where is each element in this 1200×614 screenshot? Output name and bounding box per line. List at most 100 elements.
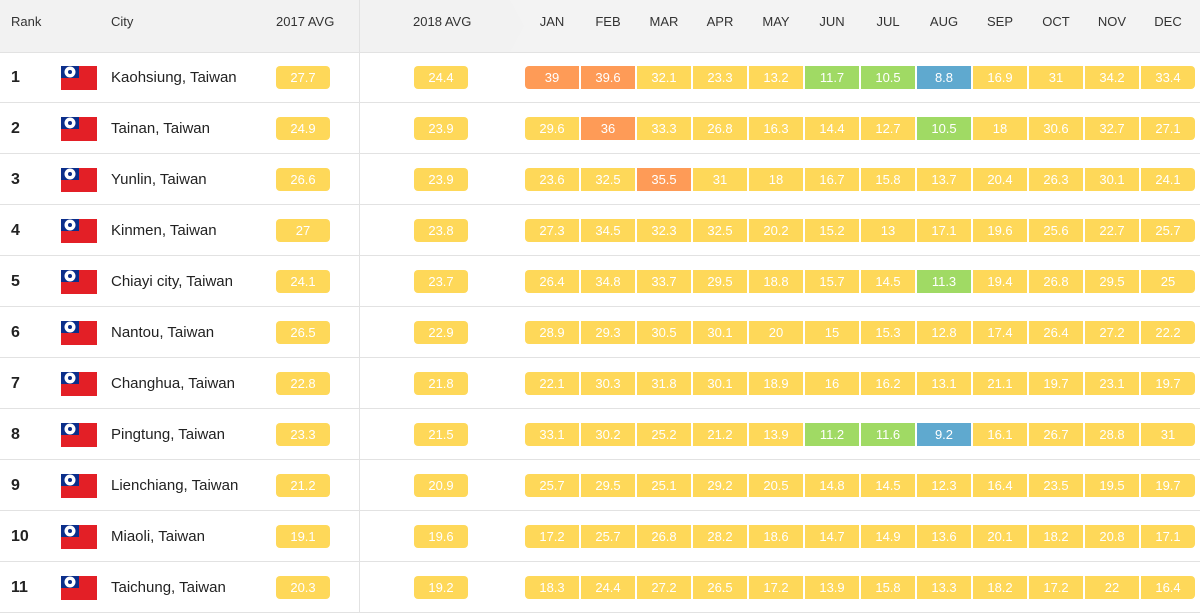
city-name-link[interactable]: Miaoli, Taiwan [111,528,205,545]
month-value-may: 20.2 [749,219,803,242]
city-name-link[interactable]: Chiayi city, Taiwan [111,273,233,290]
table-row[interactable]: 5 Chiayi city, Taiwan 24.1 23.7 26.4 34.8 33.7… [0,256,1200,307]
month-value-aug: 12.3 [917,474,971,497]
rank-number: 4 [11,222,20,239]
month-value-mar: 26.8 [637,525,691,548]
flag-canton [61,66,79,78]
city-name-link[interactable]: Kinmen, Taiwan [111,222,217,239]
rank-number: 11 [11,579,28,596]
city-name-link[interactable]: Pingtung, Taiwan [111,426,225,443]
avg-2018-badge: 23.8 [414,219,468,242]
month-value-jun: 15 [805,321,859,344]
month-value-nov: 19.5 [1085,474,1139,497]
header-month-may[interactable]: MAY [762,14,790,29]
city-name-link[interactable]: Taichung, Taiwan [111,579,226,596]
month-value-dec: 19.7 [1141,372,1195,395]
table-row[interactable]: 10 Miaoli, Taiwan 19.1 19.6 17.2 25.7 26.8 28.2… [0,511,1200,562]
header-month-jul[interactable]: JUL [876,14,900,29]
header-2018-avg[interactable]: 2018 AVG [413,14,472,29]
header-month-dec[interactable]: DEC [1154,14,1182,29]
table-row[interactable]: 3 Yunlin, Taiwan 26.6 23.9 23.6 32.5 35.5 31 18 1… [0,154,1200,205]
month-value-may: 17.2 [749,576,803,599]
avg-2018-badge: 20.9 [414,474,468,497]
flag-canton [61,168,79,180]
month-value-jun: 16 [805,372,859,395]
header-month-jan[interactable]: JAN [539,14,565,29]
city-name-link[interactable]: Lienchiang, Taiwan [111,477,239,494]
flag-sun [66,374,74,382]
month-value-may: 18.6 [749,525,803,548]
taiwan-flag-icon [61,66,97,90]
flag-canton [61,372,79,384]
month-value-jul: 14.5 [861,270,915,293]
month-value-mar: 32.3 [637,219,691,242]
month-value-jul: 13 [861,219,915,242]
avg-2017-badge: 20.3 [276,576,330,599]
header-month-jun[interactable]: JUN [819,14,845,29]
month-value-jan: 33.1 [525,423,579,446]
month-value-may: 16.3 [749,117,803,140]
month-value-dec: 27.1 [1141,117,1195,140]
table-row[interactable]: 8 Pingtung, Taiwan 23.3 21.5 33.1 30.2 25.2 21.… [0,409,1200,460]
rank-number: 2 [11,120,20,137]
avg-2018-badge: 21.8 [414,372,468,395]
month-value-feb: 34.8 [581,270,635,293]
month-value-jan: 22.1 [525,372,579,395]
month-value-apr: 29.2 [693,474,747,497]
table-row[interactable]: 9 Lienchiang, Taiwan 21.2 20.9 25.7 29.5 25.1 2… [0,460,1200,511]
header-2017-avg[interactable]: 2017 AVG [276,14,335,29]
table-row[interactable]: 2 Tainan, Taiwan 24.9 23.9 29.6 36 33.3 26.8 16.… [0,103,1200,154]
month-value-may: 18.8 [749,270,803,293]
month-value-jun: 15.2 [805,219,859,242]
month-value-jul: 12.7 [861,117,915,140]
header-month-aug[interactable]: AUG [929,14,959,29]
header-month-apr[interactable]: APR [706,14,734,29]
month-value-apr: 26.8 [693,117,747,140]
header-month-mar[interactable]: MAR [649,14,679,29]
table-row[interactable]: 7 Changhua, Taiwan 22.8 21.8 22.1 30.3 31.8 30.… [0,358,1200,409]
month-value-feb: 34.5 [581,219,635,242]
table-row[interactable]: 4 Kinmen, Taiwan 27 23.8 27.3 34.5 32.3 32.5 20.… [0,205,1200,256]
month-value-jul: 15.8 [861,168,915,191]
month-value-mar: 30.5 [637,321,691,344]
month-value-dec: 16.4 [1141,576,1195,599]
flag-sun [66,221,74,229]
month-value-dec: 24.1 [1141,168,1195,191]
month-value-jan: 29.6 [525,117,579,140]
flag-sun [66,527,74,535]
month-value-nov: 30.1 [1085,168,1139,191]
table-row[interactable]: 1 Kaohsiung, Taiwan 27.7 24.4 39 39.6 32.1 23.3… [0,52,1200,103]
city-name-link[interactable]: Tainan, Taiwan [111,120,210,137]
header-month-nov[interactable]: NOV [1097,14,1127,29]
city-name-link[interactable]: Nantou, Taiwan [111,324,215,341]
month-value-jul: 10.5 [861,66,915,89]
month-value-sep: 20.1 [973,525,1027,548]
month-value-feb: 39.6 [581,66,635,89]
city-name-link[interactable]: Yunlin, Taiwan [111,171,207,188]
month-value-nov: 22.7 [1085,219,1139,242]
month-value-nov: 20.8 [1085,525,1139,548]
month-value-dec: 25.7 [1141,219,1195,242]
month-value-oct: 31 [1029,66,1083,89]
avg-2018-badge: 21.5 [414,423,468,446]
avg-2017-badge: 22.8 [276,372,330,395]
header-month-sep[interactable]: SEP [986,14,1013,29]
header-city[interactable]: City [111,14,134,29]
avg-2018-badge: 24.4 [414,66,468,89]
rank-number: 6 [11,324,20,341]
table-row[interactable]: 6 Nantou, Taiwan 26.5 22.9 28.9 29.3 30.5 30.1 2… [0,307,1200,358]
header-month-feb[interactable]: FEB [595,14,621,29]
header-month-oct[interactable]: OCT [1042,14,1070,29]
rank-number: 1 [11,69,20,86]
month-value-apr: 28.2 [693,525,747,548]
month-value-dec: 19.7 [1141,474,1195,497]
avg-2017-badge: 23.3 [276,423,330,446]
city-name-link[interactable]: Kaohsiung, Taiwan [111,69,237,86]
flag-sun [66,170,74,178]
table-row[interactable]: 11 Taichung, Taiwan 20.3 19.2 18.3 24.4 27.2 26… [0,562,1200,613]
city-name-link[interactable]: Changhua, Taiwan [111,375,235,392]
header-rank[interactable]: Rank [11,14,42,29]
flag-sun [66,425,74,433]
rank-number: 5 [11,273,20,290]
month-value-jul: 16.2 [861,372,915,395]
